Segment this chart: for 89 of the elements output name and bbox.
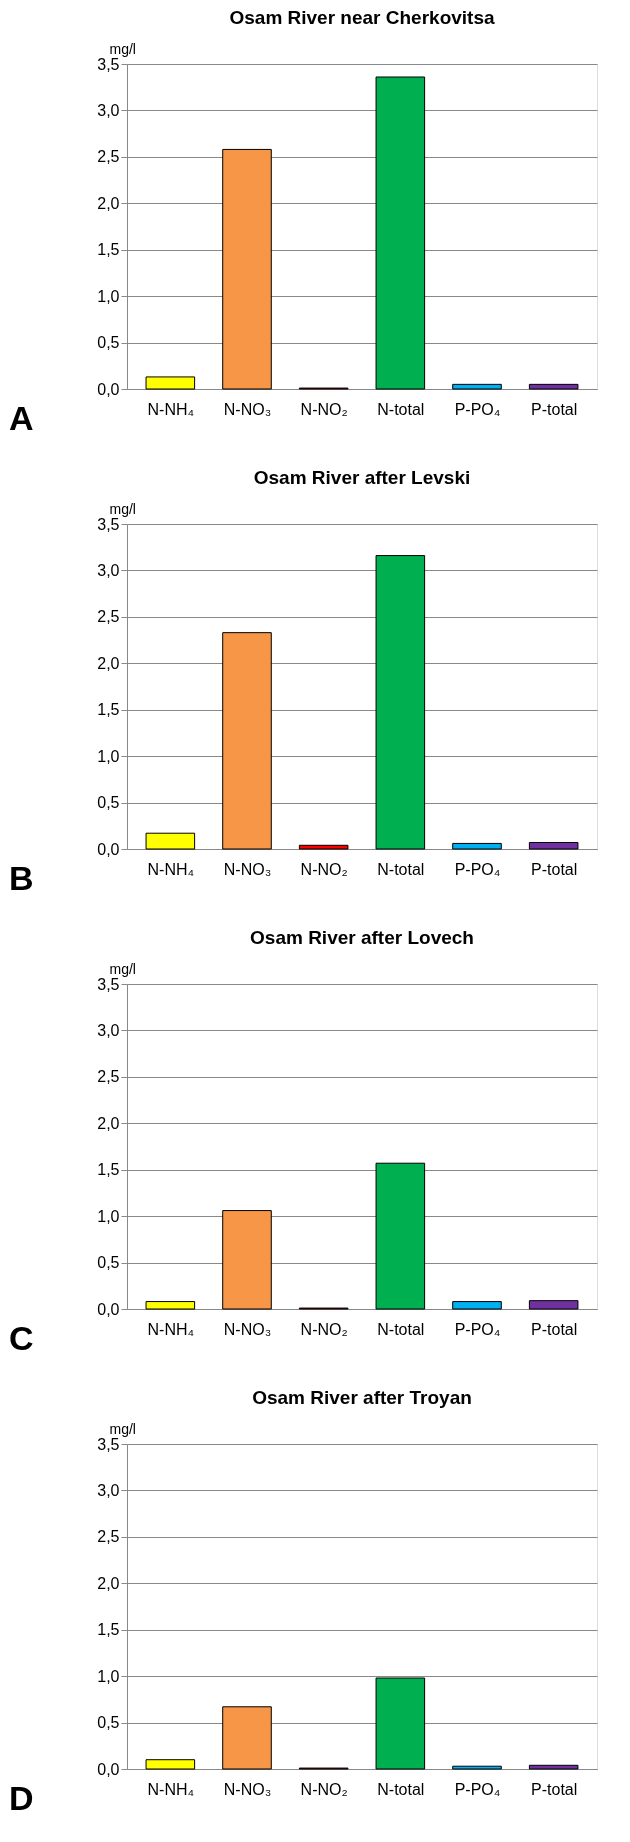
bar — [452, 1765, 502, 1770]
bar — [145, 1759, 196, 1770]
text: C — [9, 1319, 34, 1357]
y-tick-label: 1,5 — [97, 1621, 120, 1639]
y-tick-label: 1,0 — [97, 1667, 120, 1685]
x-tick-label: N-NH₄ — [147, 1780, 195, 1798]
x-tick-label: P-PO₄ — [454, 400, 501, 418]
y-tick-label: 2,0 — [97, 1114, 120, 1132]
y-tick-label: 3,5 — [97, 55, 120, 73]
y-tick-label: 2,0 — [97, 654, 120, 672]
bar — [145, 1301, 196, 1310]
bar — [375, 1162, 426, 1310]
chart-title: Osam River near Cherkovitsa — [229, 7, 495, 28]
y-tick-label: 0,5 — [97, 334, 120, 352]
y-axis-title: mg/l — [109, 40, 136, 57]
bar — [528, 1764, 579, 1770]
x-tick-label: N-NO₂ — [300, 400, 348, 418]
y-tick-label: 3,0 — [97, 101, 120, 119]
y-tick-label: 0,0 — [97, 840, 120, 858]
y-tick-label: 3,5 — [97, 975, 120, 993]
x-tick-label: N-total — [377, 860, 425, 878]
bar — [375, 555, 426, 850]
bar — [528, 383, 579, 390]
y-tick-label: 2,5 — [97, 608, 120, 626]
chart-title: Osam River after Levski — [253, 467, 471, 488]
x-tick-label: N-total — [377, 1320, 425, 1338]
bar — [222, 148, 272, 390]
x-tick-label: N-NO₃ — [223, 860, 272, 878]
bar — [528, 842, 579, 850]
x-tick-label: N-NO₂ — [300, 1320, 348, 1338]
x-tick-label: P-total — [531, 400, 578, 418]
x-tick-label: P-PO₄ — [454, 1780, 501, 1798]
y-tick-label: 0,0 — [97, 1760, 120, 1778]
x-tick-label: N-NO₃ — [223, 1780, 272, 1798]
y-tick-label: 0,0 — [97, 380, 120, 398]
x-tick-label: P-PO₄ — [454, 1320, 501, 1338]
x-tick-label: N-NH₄ — [147, 1320, 195, 1338]
y-axis-title: mg/l — [109, 500, 136, 517]
y-tick-label: 1,5 — [97, 241, 120, 259]
bar — [375, 1677, 426, 1770]
x-tick-label: N-total — [377, 1780, 425, 1798]
x-tick-label: P-total — [531, 1320, 578, 1338]
x-tick-label: P-PO₄ — [454, 860, 501, 878]
y-tick-label: 0,5 — [97, 794, 120, 812]
y-tick-label: 2,0 — [97, 194, 120, 212]
x-tick-label: N-NO₂ — [300, 1780, 348, 1798]
y-tick-label: 2,0 — [97, 1574, 120, 1592]
x-tick-label: N-total — [377, 400, 425, 418]
x-tick-label: N-NH₄ — [147, 860, 195, 878]
y-axis-title: mg/l — [109, 960, 136, 977]
chart-title: Osam River after Troyan — [252, 1387, 472, 1408]
y-tick-label: 1,0 — [97, 747, 120, 765]
x-tick-label: N-NO₂ — [300, 860, 348, 878]
y-tick-label: 2,5 — [97, 1528, 120, 1546]
y-tick-label: 3,0 — [97, 1481, 120, 1499]
y-tick-label: 0,5 — [97, 1714, 120, 1732]
y-tick-label: 1,5 — [97, 701, 120, 719]
x-tick-label: N-NO₃ — [223, 400, 272, 418]
bar — [222, 1706, 272, 1770]
bar — [452, 842, 502, 850]
y-tick-label: 2,5 — [97, 1068, 120, 1086]
bar — [452, 383, 502, 390]
chart-title: Osam River after Lovech — [250, 927, 474, 948]
bar — [375, 76, 426, 390]
x-tick-label: N-NO₃ — [223, 1320, 272, 1338]
x-tick-label: N-NH₄ — [147, 400, 195, 418]
text: A — [9, 399, 34, 437]
text: D — [9, 1779, 34, 1817]
bar — [298, 844, 349, 850]
bar — [528, 1300, 579, 1310]
x-tick-label: P-total — [531, 1780, 578, 1798]
bar — [452, 1301, 502, 1310]
y-tick-label: 0,0 — [97, 1300, 120, 1318]
y-tick-label: 3,0 — [97, 1021, 120, 1039]
bar — [222, 632, 272, 850]
y-tick-label: 3,5 — [97, 1435, 120, 1453]
y-tick-label: 3,0 — [97, 561, 120, 579]
y-tick-label: 2,5 — [97, 148, 120, 166]
text: B — [9, 859, 34, 897]
y-tick-label: 1,5 — [97, 1161, 120, 1179]
x-tick-label: P-total — [531, 860, 578, 878]
y-axis-title: mg/l — [109, 1420, 136, 1437]
y-tick-label: 1,0 — [97, 1207, 120, 1225]
y-tick-label: 3,5 — [97, 515, 120, 533]
bar — [222, 1210, 272, 1310]
y-tick-label: 0,5 — [97, 1254, 120, 1272]
y-tick-label: 1,0 — [97, 287, 120, 305]
bar — [145, 376, 196, 390]
bar — [145, 832, 196, 850]
